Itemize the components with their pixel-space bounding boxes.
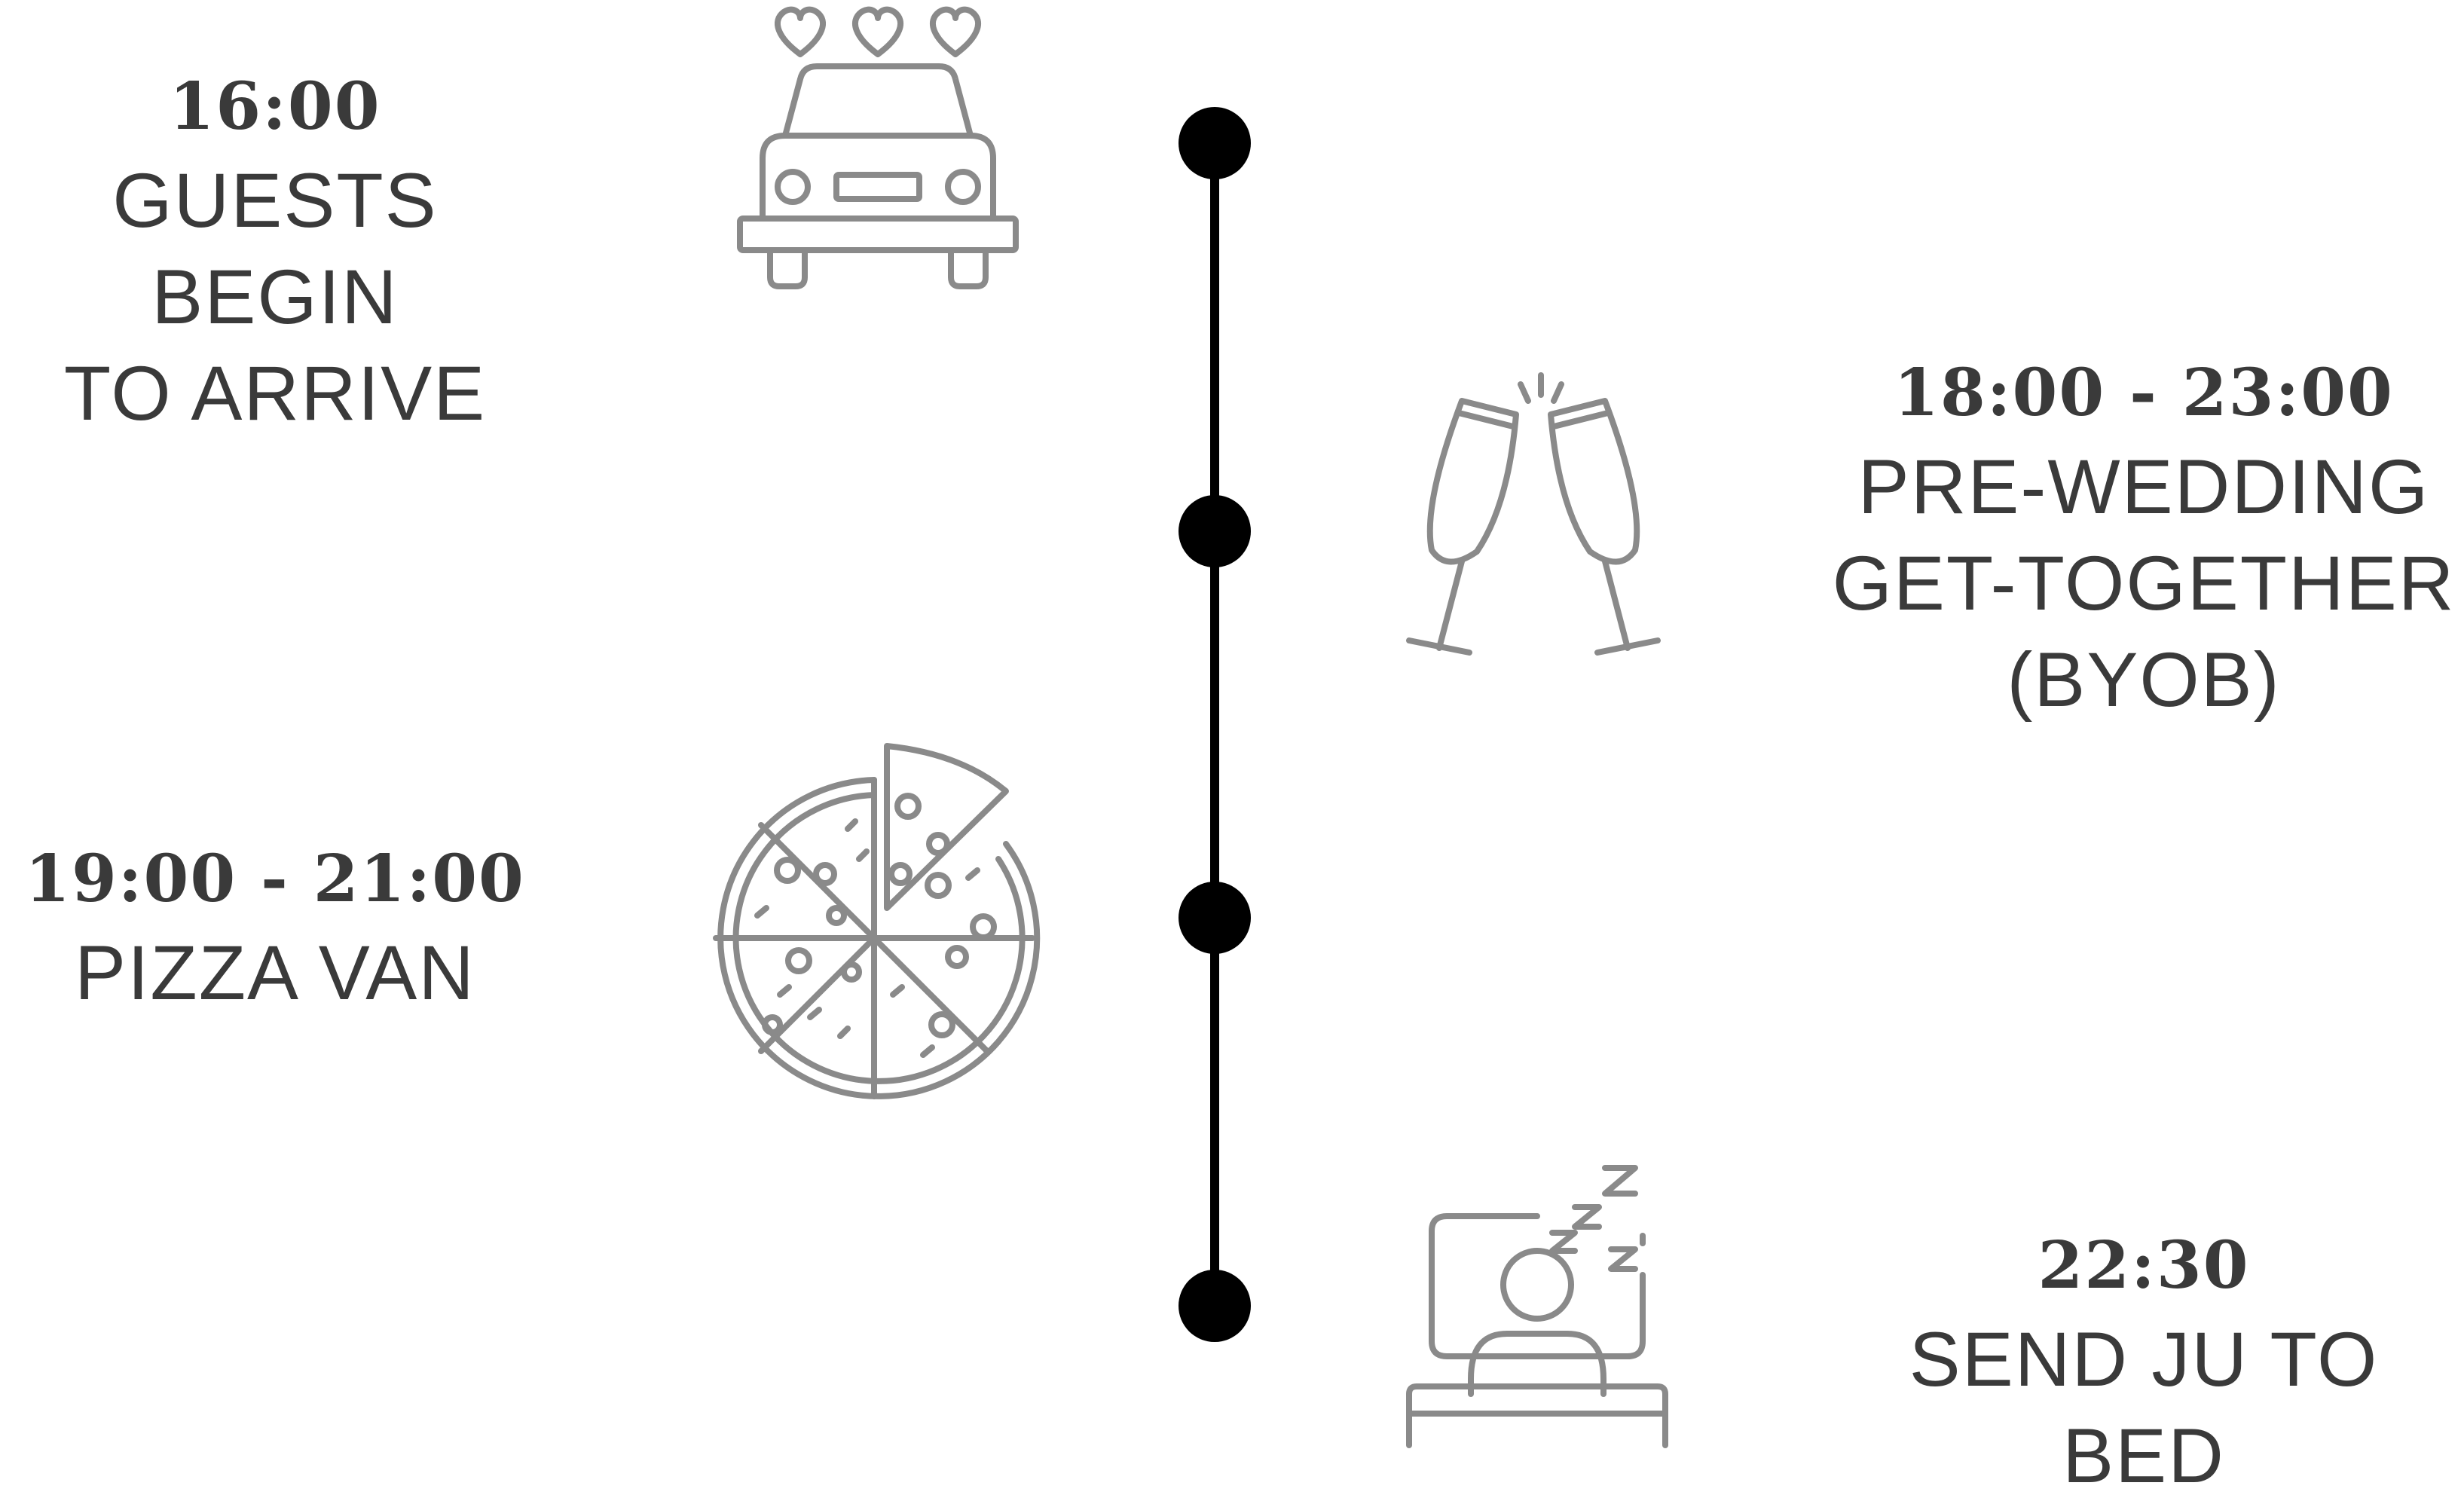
sleeping-in-bed-icon [1406,1165,1668,1448]
event-title-line: GUESTS BEGIN [112,157,438,340]
event-title-line: TO ARRIVE [63,350,487,436]
event-title-line: PRE-WEDDING [1857,444,2430,530]
timeline [1179,107,1251,1342]
timeline-node-4 [1179,1270,1251,1342]
timeline-node-2 [1179,495,1251,567]
event-time: 19:00 - 21:00 [25,841,525,917]
timeline-node-1 [1179,107,1251,179]
event-bedtime: 22:30 SEND JU TO BED [1824,1221,2464,1504]
event-guests-arrive: 16:00 GUESTS BEGIN TO ARRIVE [0,62,550,442]
event-title-line: (BYOB) [2007,637,2281,723]
event-pizza-van: 19:00 - 21:00 PIZZA VAN [0,834,550,1021]
event-time: 16:00 [169,69,381,145]
event-title-line: GET-TOGETHER [1832,540,2456,626]
event-time: 18:00 - 23:00 [1894,355,2394,431]
timeline-node-3 [1179,882,1251,954]
event-pre-wedding: 18:00 - 23:00 PRE-WEDDING GET-TOGETHER (… [1824,348,2464,728]
champagne-toast-icon [1406,372,1661,656]
event-time: 22:30 [2038,1227,2250,1304]
wedding-car-icon [737,6,1019,289]
event-title-line: SEND JU TO BED [1909,1316,2379,1499]
event-title-line: PIZZA VAN [75,930,475,1016]
pizza-icon [713,743,1041,1099]
